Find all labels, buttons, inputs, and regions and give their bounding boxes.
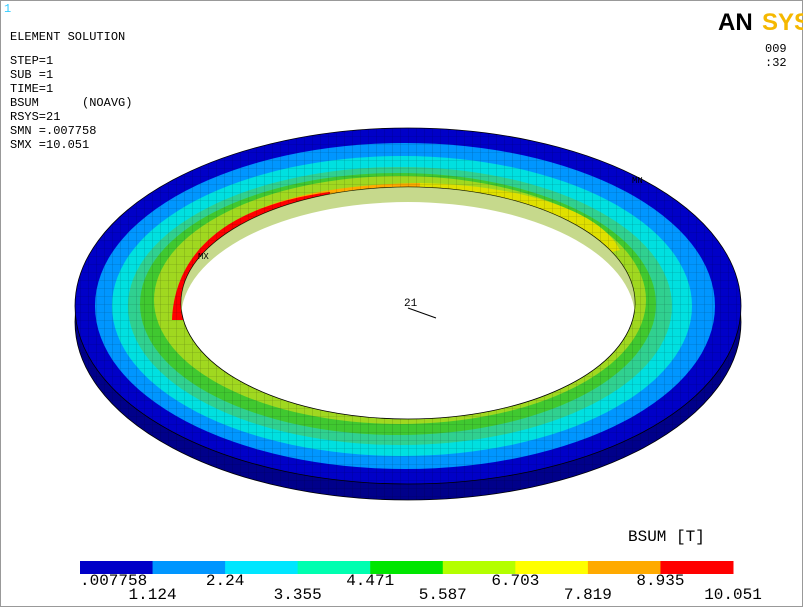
header-line: SMX =10.051 [10,138,89,152]
header-line: STEP=1 [10,54,53,68]
legend-swatch [225,561,299,574]
window-number: 1 [4,2,11,16]
date-fragment: 009 [765,42,787,56]
coordinate-system-label: 21 [404,298,418,310]
legend-label: 4.471 [346,572,394,590]
header-line: TIME=1 [10,82,53,96]
header-line: SUB =1 [10,68,53,82]
legend-swatch [660,561,734,574]
header-line: BSUM (NOAVG) [10,96,132,110]
legend-swatch [297,561,371,574]
header-line: SMN =.007758 [10,124,96,138]
legend-swatch [152,561,226,574]
legend-label: 8.935 [636,572,684,590]
legend-title: BSUM [T] [628,528,705,546]
time-fragment: :32 [765,56,787,70]
header-title: ELEMENT SOLUTION [10,30,125,44]
header-line: RSYS=21 [10,110,60,124]
legend-label: 7.819 [564,586,612,604]
legend-label: 6.703 [491,572,539,590]
legend-swatch [370,561,444,574]
legend-label: 3.355 [274,586,322,604]
legend-swatch [515,561,589,574]
ring-model [74,127,742,501]
legend-label: 2.24 [206,572,244,590]
logo-an: AN [718,9,753,36]
logo-sys: SYS [762,9,803,36]
min-marker: MN [632,176,643,186]
legend-swatch [587,561,661,574]
legend-label: 1.124 [129,586,177,604]
legend-swatch [442,561,516,574]
legend-label: 5.587 [419,586,467,604]
legend-swatch [80,561,154,574]
legend-label: .007758 [80,572,147,590]
max-marker: MX [198,252,209,262]
legend-label: 10.051 [704,586,762,604]
